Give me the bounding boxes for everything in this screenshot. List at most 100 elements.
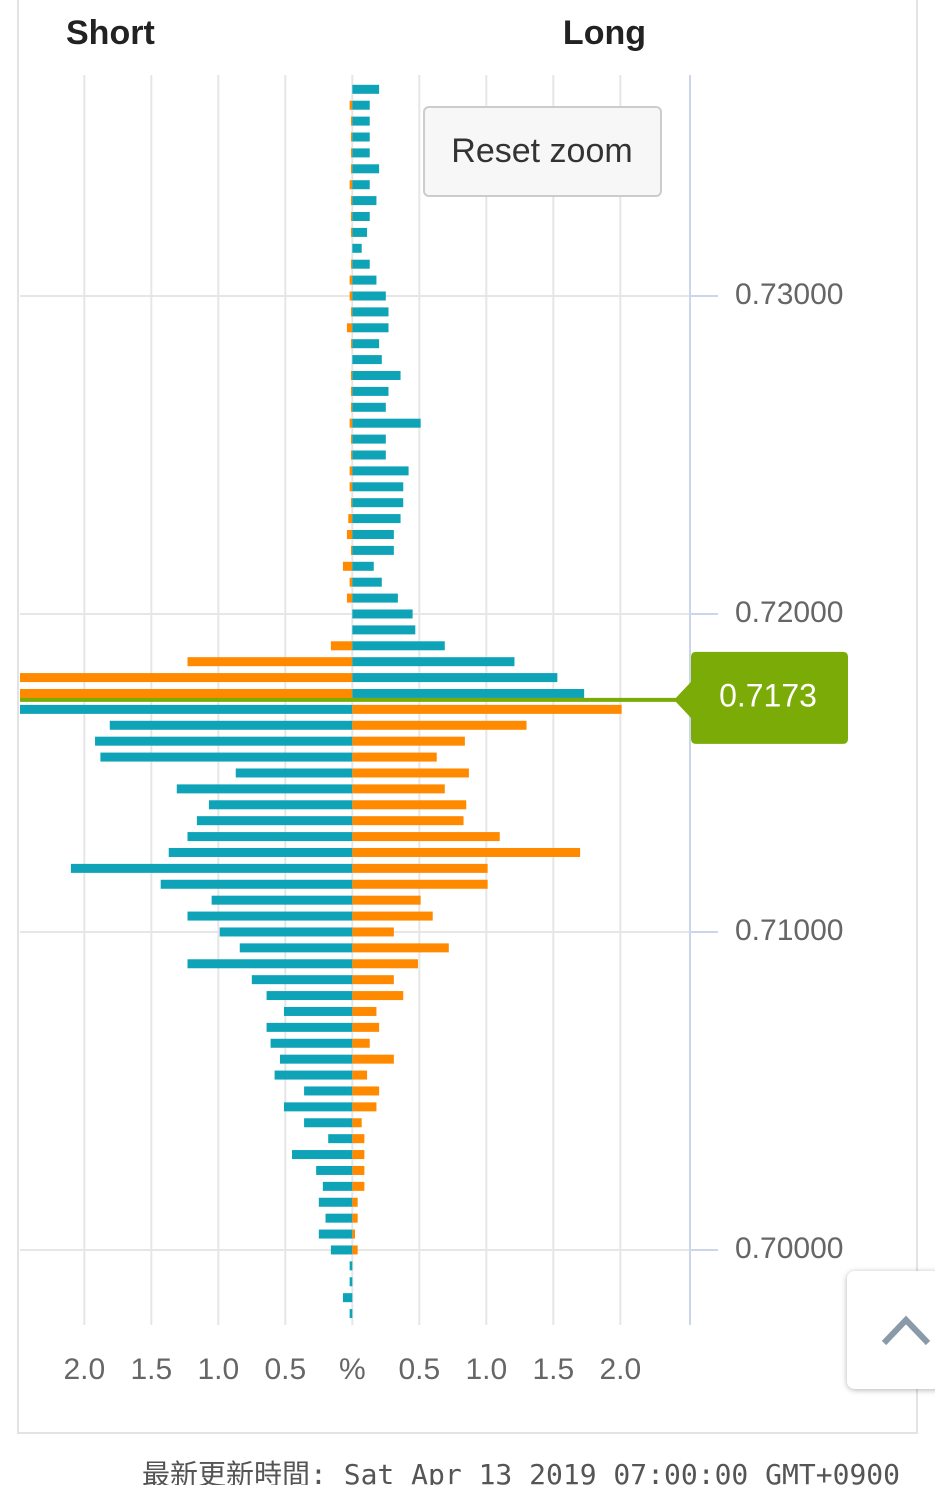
short-header: Short	[66, 14, 155, 52]
short-bar	[350, 498, 353, 508]
button-label: Reset zoom	[451, 132, 632, 170]
long-bar	[352, 402, 386, 412]
long-bar	[352, 1006, 377, 1016]
long-bar	[352, 212, 370, 222]
short-bar	[349, 180, 353, 190]
long-bar	[352, 943, 449, 953]
reset-zoom-button[interactable]: Reset zoom	[423, 106, 662, 197]
long-bar	[352, 1165, 365, 1175]
short-bar	[283, 1102, 353, 1112]
long-bar	[352, 863, 488, 873]
long-bar	[352, 84, 380, 94]
long-bar	[352, 768, 469, 778]
long-bar	[352, 704, 622, 714]
short-bar	[350, 227, 353, 237]
short-bar	[350, 339, 353, 349]
short-bar	[270, 1038, 353, 1048]
long-bar	[352, 307, 389, 317]
short-bar	[350, 370, 353, 380]
long-bar	[352, 991, 404, 1001]
long-bar	[352, 577, 382, 587]
short-bar	[239, 943, 353, 953]
long-bar	[352, 1181, 365, 1191]
short-bar	[187, 959, 353, 969]
short-bar	[350, 450, 353, 460]
short-bar	[346, 323, 353, 333]
short-bar	[274, 1070, 353, 1080]
long-bar	[352, 752, 437, 762]
long-bar	[352, 561, 374, 571]
short-bar	[304, 1086, 353, 1096]
short-bar	[350, 132, 353, 142]
scroll-top-button[interactable]	[847, 1271, 935, 1389]
long-bar	[352, 784, 445, 794]
short-bar	[350, 545, 353, 555]
long-bar	[352, 355, 382, 365]
short-bar	[20, 704, 353, 714]
current-price-label: 0.7173	[719, 677, 817, 713]
long-bar	[352, 132, 370, 142]
y-tick-label: 0.70000	[735, 1232, 843, 1265]
short-bar	[350, 148, 353, 158]
short-bar	[95, 736, 353, 746]
short-bar	[349, 1277, 353, 1287]
short-bar	[350, 386, 353, 396]
x-tick-label: %	[339, 1353, 366, 1386]
short-bar	[349, 466, 353, 476]
button-bg	[847, 1271, 935, 1389]
long-bar	[352, 911, 433, 921]
long-bar	[352, 450, 386, 460]
short-bar	[318, 1197, 353, 1207]
long-bar	[352, 339, 380, 349]
short-bar	[196, 816, 353, 826]
long-bar	[352, 116, 370, 126]
short-bar	[328, 1134, 353, 1144]
long-bar	[352, 847, 581, 857]
long-bar	[352, 1038, 370, 1048]
long-bar	[352, 593, 398, 603]
y-tick-label: 0.72000	[735, 596, 843, 629]
short-bar	[349, 100, 353, 110]
long-bar	[352, 545, 394, 555]
short-bar	[350, 402, 353, 412]
long-bar	[352, 180, 370, 190]
short-bar	[208, 800, 353, 810]
long-bar	[352, 975, 394, 985]
short-bar	[330, 641, 353, 651]
long-bar	[352, 927, 394, 937]
short-bar	[168, 847, 353, 857]
long-bar	[352, 1102, 377, 1112]
long-bar	[352, 514, 401, 524]
short-bar	[318, 1229, 353, 1239]
long-bar	[352, 720, 527, 730]
short-bar	[346, 529, 353, 539]
long-bar	[352, 466, 409, 476]
short-bar	[20, 673, 353, 683]
long-bar	[352, 1022, 380, 1032]
long-bar	[352, 688, 585, 698]
long-bar	[352, 1150, 365, 1160]
short-bar	[100, 752, 353, 762]
long-bar	[352, 832, 500, 842]
long-bar	[352, 323, 389, 333]
x-tick-label: 0.5	[398, 1353, 440, 1386]
x-tick-label: 1.5	[532, 1353, 574, 1386]
long-header: Long	[563, 14, 646, 52]
long-bar	[352, 418, 421, 428]
long-bar	[352, 673, 558, 683]
y-tick-label: 0.73000	[735, 278, 843, 311]
short-bar	[349, 291, 353, 301]
short-bar	[160, 879, 353, 889]
short-bar	[187, 657, 353, 667]
short-bar	[348, 514, 353, 524]
long-bar	[352, 291, 386, 301]
long-bar	[352, 259, 370, 269]
long-bar	[352, 498, 404, 508]
long-bar	[352, 609, 413, 619]
short-bar	[322, 1181, 353, 1191]
x-tick-label: 2.0	[63, 1353, 105, 1386]
short-bar	[350, 164, 353, 174]
short-bar	[349, 482, 353, 492]
short-bar	[304, 1118, 353, 1128]
long-bar	[352, 879, 488, 889]
